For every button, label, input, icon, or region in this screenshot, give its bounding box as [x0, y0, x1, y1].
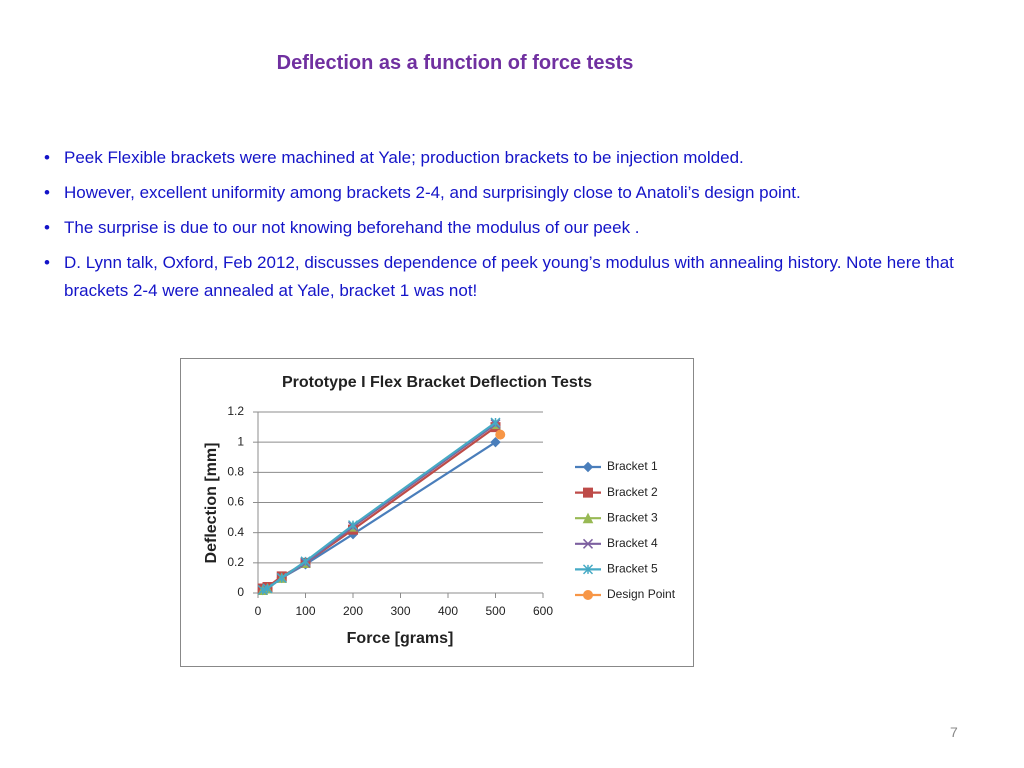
legend-marker	[582, 538, 594, 549]
y-axis-label: Deflection [mm]	[203, 443, 220, 564]
chart-frame	[180, 358, 694, 667]
y-tick-label: 0.8	[227, 465, 244, 479]
data-point	[262, 583, 273, 594]
x-tick-label: 400	[438, 604, 458, 618]
x-tick-label: 0	[255, 604, 262, 618]
data-point	[300, 556, 311, 567]
x-tick-label: 600	[533, 604, 553, 618]
data-point	[347, 520, 359, 531]
x-tick-label: 500	[485, 604, 505, 618]
y-tick-label: 0.2	[227, 555, 244, 569]
legend-label: Design Point	[607, 587, 676, 601]
legend-label: Bracket 3	[607, 510, 658, 524]
x-axis-label: Force [grams]	[347, 630, 454, 647]
legend-marker	[582, 461, 594, 473]
legend-marker	[582, 590, 594, 600]
y-tick-label: 0.4	[227, 525, 244, 539]
x-tick-label: 300	[390, 604, 410, 618]
bullet: However, excellent uniformity among brac…	[44, 179, 964, 207]
legend-marker	[582, 564, 594, 575]
bullet: The surprise is due to our not knowing b…	[44, 214, 964, 242]
x-tick-label: 100	[295, 604, 315, 618]
legend-marker	[582, 512, 594, 524]
legend-label: Bracket 1	[607, 459, 658, 473]
chart-title: Prototype I Flex Bracket Deflection Test…	[282, 374, 592, 391]
data-point	[490, 436, 501, 448]
data-point	[276, 572, 287, 583]
bullet-list: Peek Flexible brackets were machined at …	[44, 144, 964, 312]
page-number: 7	[950, 724, 958, 740]
bullet: Peek Flexible brackets were machined at …	[44, 144, 964, 172]
slide-title: Deflection as a function of force tests	[276, 52, 634, 74]
legend-label: Bracket 4	[607, 536, 658, 550]
y-tick-label: 0	[237, 585, 244, 599]
data-point	[490, 417, 501, 428]
data-point	[495, 429, 506, 440]
y-tick-label: 1	[237, 434, 244, 448]
legend-marker	[583, 487, 593, 498]
y-tick-label: 1.2	[227, 404, 244, 418]
x-tick-label: 200	[343, 604, 363, 618]
chart: Prototype I Flex Bracket Deflection Test…	[180, 358, 694, 667]
legend-label: Bracket 5	[607, 562, 658, 576]
bullet: D. Lynn talk, Oxford, Feb 2012, discusse…	[44, 249, 964, 305]
legend-label: Bracket 2	[607, 485, 658, 499]
y-tick-label: 0.6	[227, 495, 244, 509]
